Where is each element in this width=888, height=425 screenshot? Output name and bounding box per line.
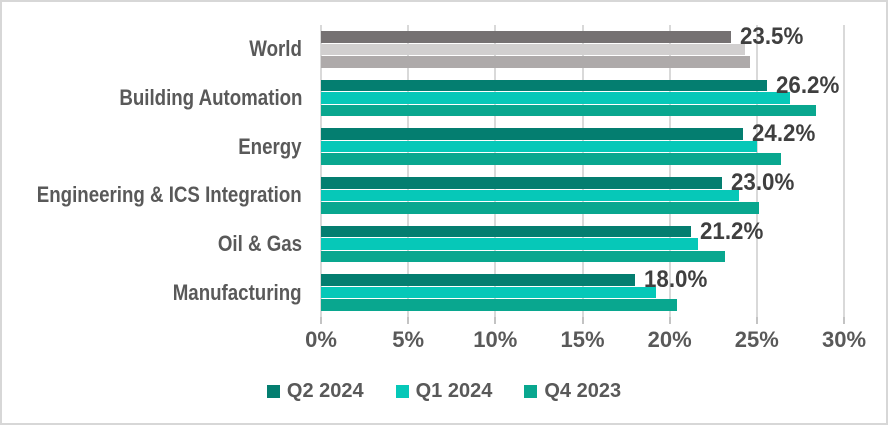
legend-swatch-q4-2023 [524,384,538,398]
axis-tick-5 [407,317,410,324]
category-axis: World Building Automation Energy Engineerin… [2,25,311,317]
bar-line-q4-2023-building-automation [321,104,844,117]
bar-q2-2024-engineering-ics-integration [321,177,722,189]
category-label-text: Oil & Gas [217,231,302,257]
x-axis-labels: 0% 5% 10% 15% 20% 25% 30% [305,327,866,353]
x-axis-tick-label-10: 10% [473,327,518,352]
bar-line-q1-2024-engineering-ics-integration [321,189,844,202]
category-label-text: Building Automation [118,85,302,110]
bar-group-manufacturing: 18.0% [321,268,844,317]
x-axis-tick-label-25: 25% [734,327,779,352]
data-label-world: 23.5% [739,22,803,50]
axis-tick-15 [581,317,584,324]
bar-q1-2024-manufacturing [321,286,656,299]
category-label-text: Manufacturing [173,279,302,305]
bar-line-q4-2023-manufacturing [321,299,844,311]
category-label-oil-gas: Oil & Gas [2,220,311,269]
bar-line-q1-2024-energy [321,140,844,153]
category-label-world: World [2,25,311,74]
gridline-5 [407,25,410,317]
axis-tick-30 [843,317,845,324]
bar-q1-2024-building-automation [321,92,790,104]
bar-q4-2023-building-automation [321,104,817,117]
bar-q4-2023-engineering-ics-integration [321,202,759,214]
x-axis-tick-label-0: 0% [305,327,337,352]
data-label-building-automation: 26.2% [775,71,840,99]
gridline-15 [581,25,584,317]
bar-line-q4-2023-world [321,56,844,68]
data-label-engineering-ics-integration: 23.0% [730,168,795,196]
bar-q2-2024-oil-gas [321,225,691,238]
bar-line-q1-2024-building-automation [321,92,844,104]
bar-line-q4-2023-oil-gas [321,250,844,263]
legend-swatch-q1-2024 [395,384,409,398]
bar-line-q2-2024-world: 23.5% [321,24,844,48]
category-label-text: Engineering & ICS Integration [37,182,302,208]
legend-swatch-q2-2024 [266,384,280,398]
bar-line-q4-2023-engineering-ics-integration [321,202,844,214]
gridline-30 [843,25,845,317]
bar-line-q2-2024-engineering-ics-integration: 23.0% [321,170,844,194]
category-label-text: Energy [238,133,302,159]
bar-q4-2023-world [321,56,750,68]
bar-group-building-automation: 26.2% [321,73,844,123]
bar-line-q1-2024-world [321,43,844,56]
legend-item-q2-2024: Q2 2024 [266,380,364,402]
bar-line-q2-2024-energy: 24.2% [321,122,844,146]
x-axis-tick-label-30: 30% [821,327,867,352]
x-axis-tick-label-5: 5% [392,327,425,352]
category-label-energy: Energy [2,122,311,171]
bar-q4-2023-oil-gas [321,250,726,263]
data-label-oil-gas: 21.2% [699,217,763,245]
gridline-25 [755,25,758,317]
category-label-building-automation: Building Automation [2,74,311,123]
bar-q1-2024-engineering-ics-integration [321,189,740,202]
bar-rows: 23.5% 26.2% 24.2% 23.0% 21.2% 18.0% [321,24,844,317]
bar-line-q1-2024-oil-gas [321,238,844,250]
data-label-manufacturing: 18.0% [643,266,708,294]
legend: Q2 2024 Q1 2024 Q4 2023 [2,378,886,404]
legend-item-q1-2024: Q1 2024 [395,380,493,402]
bar-line-q2-2024-oil-gas: 21.2% [321,219,844,243]
bar-line-q2-2024-manufacturing: 18.0% [321,268,844,292]
bar-q4-2023-manufacturing [321,299,677,311]
x-axis-tick-label-20: 20% [647,327,692,352]
bar-line-q1-2024-manufacturing [321,286,844,299]
axis-tick-20 [668,317,671,324]
data-label-energy: 24.2% [751,120,816,148]
bar-group-world: 23.5% [321,24,844,74]
legend-item-q4-2023: Q4 2023 [524,381,621,401]
gridline-10 [494,25,497,317]
bar-q1-2024-oil-gas [321,238,698,250]
bar-q1-2024-world [321,43,745,56]
gridline-0 [320,25,322,317]
legend-label-q4-2023: Q4 2023 [544,380,622,402]
bar-q2-2024-energy [321,128,743,140]
bar-q4-2023-energy [321,153,782,165]
bar-q1-2024-energy [321,140,757,153]
legend-label-q2-2024: Q2 2024 [286,380,364,402]
bar-q2-2024-building-automation [321,79,767,92]
bar-q2-2024-manufacturing [321,274,635,286]
gridline-20 [668,25,671,317]
bar-group-oil-gas: 21.2% [321,219,844,269]
bar-q2-2024-world [321,31,731,43]
legend-label-q1-2024: Q1 2024 [415,380,493,402]
bar-group-engineering-ics-integration: 23.0% [321,170,844,220]
axis-tick-0 [320,317,322,324]
category-label-text: World [249,36,302,62]
x-axis-tick-label-15: 15% [560,327,605,352]
bar-line-q2-2024-building-automation: 26.2% [321,73,844,97]
category-label-manufacturing: Manufacturing [2,268,311,317]
bar-line-q4-2023-energy [321,153,844,165]
axis-tick-10 [494,317,497,324]
bar-group-energy: 24.2% [321,122,844,171]
category-label-engineering-ics-integration: Engineering & ICS Integration [2,171,311,220]
axis-tick-25 [755,317,758,324]
plot-area: 23.5% 26.2% 24.2% 23.0% 21.2% 18.0% [320,24,845,324]
